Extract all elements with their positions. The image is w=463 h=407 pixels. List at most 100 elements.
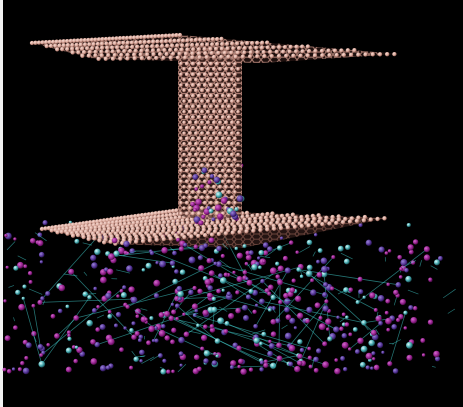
carbon-atom bbox=[76, 50, 81, 55]
carbon-atom bbox=[194, 109, 199, 114]
carbon-atom bbox=[188, 184, 193, 189]
carbon-atom bbox=[112, 41, 118, 46]
purple-particle bbox=[200, 346, 205, 351]
purple-particle bbox=[407, 244, 414, 251]
carbon-atom bbox=[345, 48, 351, 53]
carbon-atom bbox=[220, 125, 226, 130]
cyan-bond-line bbox=[271, 306, 276, 313]
cyan-particle bbox=[87, 295, 92, 300]
carbon-atom bbox=[153, 214, 158, 220]
carbon-atom bbox=[153, 211, 158, 216]
carbon-atom bbox=[200, 42, 205, 47]
carbon-atom bbox=[250, 40, 255, 46]
purple-particle bbox=[293, 326, 298, 330]
cyan-bond-line bbox=[419, 260, 422, 267]
cyan-bond-line bbox=[34, 232, 47, 242]
cyan-bond-line bbox=[349, 323, 381, 350]
cyan-particle bbox=[120, 292, 127, 299]
purple-particle bbox=[223, 329, 229, 334]
carbon-atom bbox=[210, 42, 215, 47]
carbon-atom bbox=[233, 190, 237, 194]
purple-particle bbox=[198, 265, 205, 272]
cyan-bond-line bbox=[150, 250, 256, 294]
carbon-atom bbox=[244, 229, 249, 234]
purple-particle bbox=[5, 265, 9, 269]
purple-particle bbox=[313, 356, 319, 363]
carbon-atom bbox=[233, 93, 237, 98]
carbon-atom bbox=[332, 48, 338, 53]
carbon-atom bbox=[189, 234, 194, 239]
purple-particle bbox=[163, 310, 171, 317]
carbon-atom bbox=[110, 56, 116, 61]
cyan-bond-line bbox=[39, 298, 133, 303]
carbon-atom bbox=[340, 220, 346, 225]
purple-particle bbox=[241, 304, 248, 311]
carbon-atom bbox=[80, 46, 85, 51]
purple-particle bbox=[209, 174, 215, 179]
carbon-atom bbox=[200, 195, 205, 200]
carbon-atom bbox=[222, 50, 228, 56]
carbon-atom bbox=[200, 88, 205, 93]
cyan-particle bbox=[276, 245, 283, 251]
carbon-atom bbox=[220, 136, 226, 141]
purple-particle bbox=[404, 268, 409, 273]
purple-particle bbox=[71, 345, 76, 349]
cyan-particle bbox=[242, 244, 247, 249]
carbon-atom bbox=[218, 66, 223, 72]
carbon-atom bbox=[285, 213, 290, 218]
cyan-particle bbox=[345, 244, 351, 251]
purple-particle bbox=[68, 268, 75, 275]
carbon-atom bbox=[218, 152, 223, 157]
carbon-atom bbox=[212, 152, 217, 157]
carbon-atom bbox=[185, 38, 190, 43]
carbon-atom bbox=[193, 37, 199, 43]
purple-particle bbox=[269, 267, 277, 275]
carbon-atom bbox=[292, 224, 298, 229]
carbon-atom bbox=[212, 66, 217, 72]
carbon-atom bbox=[139, 48, 144, 53]
purple-particle bbox=[285, 314, 292, 321]
carbon-atom bbox=[208, 61, 214, 66]
purple-particle bbox=[115, 311, 122, 318]
carbon-atom bbox=[220, 93, 226, 98]
cyan-particle bbox=[267, 308, 272, 312]
carbon-atom bbox=[253, 219, 258, 224]
purple-particle bbox=[348, 287, 354, 293]
carbon-atom bbox=[175, 55, 181, 60]
carbon-atom bbox=[208, 104, 214, 109]
cyan-bond-line bbox=[311, 358, 315, 368]
carbon-atom bbox=[202, 46, 207, 52]
cyan-bond-line bbox=[63, 273, 78, 277]
purple-particle bbox=[236, 345, 242, 351]
purple-particle bbox=[318, 323, 326, 331]
carbon-atom bbox=[96, 56, 101, 62]
carbon-atom bbox=[196, 157, 202, 163]
purple-particle bbox=[154, 326, 158, 330]
cyan-particle bbox=[361, 319, 367, 326]
carbon-atom bbox=[65, 38, 70, 44]
purple-particle bbox=[159, 260, 167, 268]
cyan-bond-line bbox=[298, 269, 376, 311]
purple-particle bbox=[253, 323, 258, 329]
carbon-atom bbox=[230, 66, 235, 72]
carbon-atom bbox=[86, 37, 91, 43]
purple-particle bbox=[119, 288, 124, 293]
carbon-atom bbox=[107, 36, 112, 41]
carbon-atom bbox=[184, 72, 190, 77]
purple-particle bbox=[268, 339, 272, 344]
carbon-atom bbox=[354, 218, 360, 224]
cyan-bond-line bbox=[278, 282, 281, 346]
carbon-atom bbox=[262, 54, 267, 59]
carbon-atom bbox=[170, 43, 175, 48]
carbon-atom bbox=[287, 49, 292, 54]
purple-particle bbox=[392, 368, 399, 374]
purple-particle bbox=[433, 350, 440, 358]
cyan-particle bbox=[403, 310, 408, 315]
purple-particle bbox=[223, 272, 228, 277]
purple-particle bbox=[245, 277, 249, 281]
carbon-atom bbox=[184, 200, 190, 205]
carbon-atom bbox=[70, 50, 75, 55]
purple-particle bbox=[391, 324, 398, 330]
carbon-atom bbox=[202, 190, 208, 195]
carbon-atom bbox=[190, 42, 195, 48]
